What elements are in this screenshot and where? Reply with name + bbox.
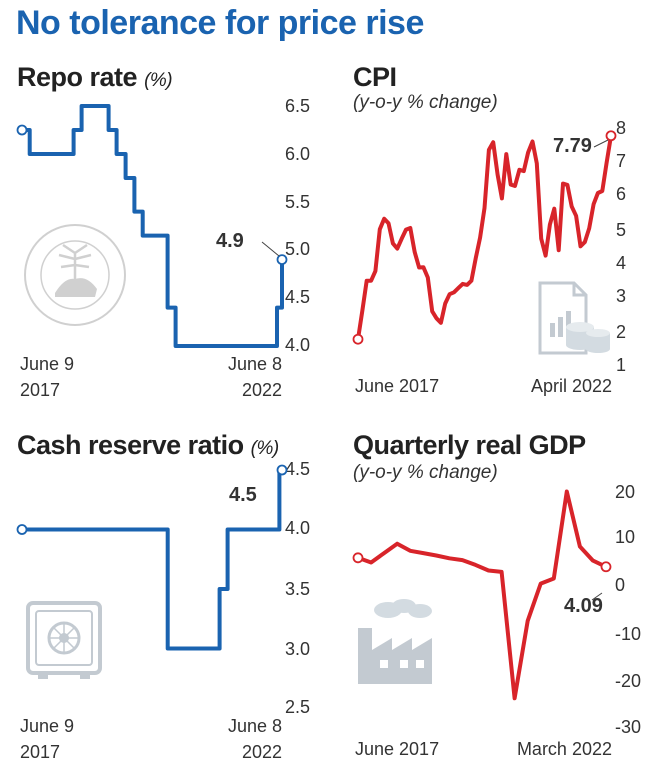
y-tick: -30 <box>615 717 641 737</box>
x-start-label: June 2017 <box>355 739 439 759</box>
repo-rate-x-labels: June 9 2017 June 8 2022 <box>20 354 282 400</box>
repo-rate-title-text: Repo rate <box>17 62 138 92</box>
x-start-year: 2017 <box>20 742 60 762</box>
x-start-year: 2017 <box>20 380 60 400</box>
crr-x-labels: June 9 2017 June 8 2022 <box>20 716 282 762</box>
chart-marks <box>16 104 617 701</box>
crr-title-text: Cash reserve ratio <box>17 430 244 460</box>
y-tick: 0 <box>615 575 625 595</box>
start-point-marker <box>352 333 364 345</box>
cpi-title: CPI <box>353 62 397 92</box>
headline: No tolerance for price rise <box>16 4 424 42</box>
end-point-marker <box>600 561 612 573</box>
x-end-year: 2022 <box>242 380 282 400</box>
series-line <box>356 135 613 340</box>
y-tick: 3.0 <box>285 639 310 659</box>
y-tick: 6 <box>616 184 626 204</box>
gdp-subtitle: (y-o-y % change) <box>353 462 498 483</box>
crr-title: Cash reserve ratio (%) <box>17 430 279 461</box>
x-start-label: June 9 <box>20 354 74 374</box>
y-tick: 5.5 <box>285 192 310 212</box>
x-end-label: April 2022 <box>531 376 612 396</box>
y-tick: 4.5 <box>285 459 310 479</box>
y-tick: 4 <box>616 253 626 273</box>
callout-leader <box>591 592 603 601</box>
repo-rate-title: Repo rate (%) <box>17 62 173 93</box>
start-point-marker <box>352 552 364 564</box>
y-tick: -10 <box>615 624 641 644</box>
y-tick: 2.5 <box>285 697 310 717</box>
safe-vault-icon <box>26 601 102 679</box>
repo-rate-unit: (%) <box>144 70 173 91</box>
y-tick: -20 <box>615 671 641 691</box>
series-line <box>357 489 607 701</box>
cpi-y-ticks: 8 7 6 5 4 3 2 1 <box>616 118 626 375</box>
end-point-marker <box>276 464 288 476</box>
end-point-marker <box>276 254 288 266</box>
y-tick: 20 <box>615 482 635 502</box>
series-line <box>22 468 282 651</box>
y-tick: 5.0 <box>285 239 310 259</box>
start-point-marker <box>16 124 28 136</box>
callout-leader <box>261 241 280 257</box>
x-start-label: June 2017 <box>355 376 439 396</box>
start-point-marker <box>16 524 28 535</box>
gdp-y-ticks: 20 10 0 -10 -20 -30 <box>615 482 641 737</box>
repo-rate-callout: 4.9 <box>216 230 244 252</box>
rbi-emblem-icon <box>24 224 126 326</box>
x-end-label: March 2022 <box>517 739 612 759</box>
x-end-label: June 8 <box>228 716 282 736</box>
gdp-callout: 4.09 <box>564 595 603 617</box>
series-line <box>22 104 284 348</box>
y-tick: 3 <box>616 286 626 306</box>
x-start-label: June 9 <box>20 716 74 736</box>
gdp-x-labels: June 2017 March 2022 <box>355 739 612 759</box>
y-tick: 7 <box>616 151 626 171</box>
y-tick: 4.0 <box>285 518 310 538</box>
y-tick: 6.5 <box>285 96 310 116</box>
y-tick: 10 <box>615 527 635 547</box>
crr-callout: 4.5 <box>229 484 257 506</box>
crr-y-ticks: 4.5 4.0 3.5 3.0 2.5 <box>285 459 310 717</box>
cpi-subtitle: (y-o-y % change) <box>353 92 498 113</box>
y-tick: 8 <box>616 118 626 138</box>
y-tick: 1 <box>616 355 626 375</box>
repo-rate-y-ticks: 6.5 6.0 5.5 5.0 4.5 4.0 <box>285 96 310 355</box>
document-coins-icon <box>538 281 610 355</box>
y-tick: 6.0 <box>285 144 310 164</box>
y-tick: 2 <box>616 322 626 342</box>
y-tick: 4.5 <box>285 287 310 307</box>
factory-icon <box>358 599 432 684</box>
x-end-year: 2022 <box>242 742 282 762</box>
end-point-marker <box>605 130 617 142</box>
callout-leader <box>593 139 609 148</box>
y-tick: 5 <box>616 220 626 240</box>
x-end-label: June 8 <box>228 354 282 374</box>
gdp-title: Quarterly real GDP <box>353 430 586 460</box>
crr-unit: (%) <box>250 438 280 459</box>
cpi-callout: 7.79 <box>553 135 592 157</box>
y-tick: 4.0 <box>285 335 310 355</box>
cpi-x-labels: June 2017 April 2022 <box>355 376 612 396</box>
y-tick: 3.5 <box>285 579 310 599</box>
